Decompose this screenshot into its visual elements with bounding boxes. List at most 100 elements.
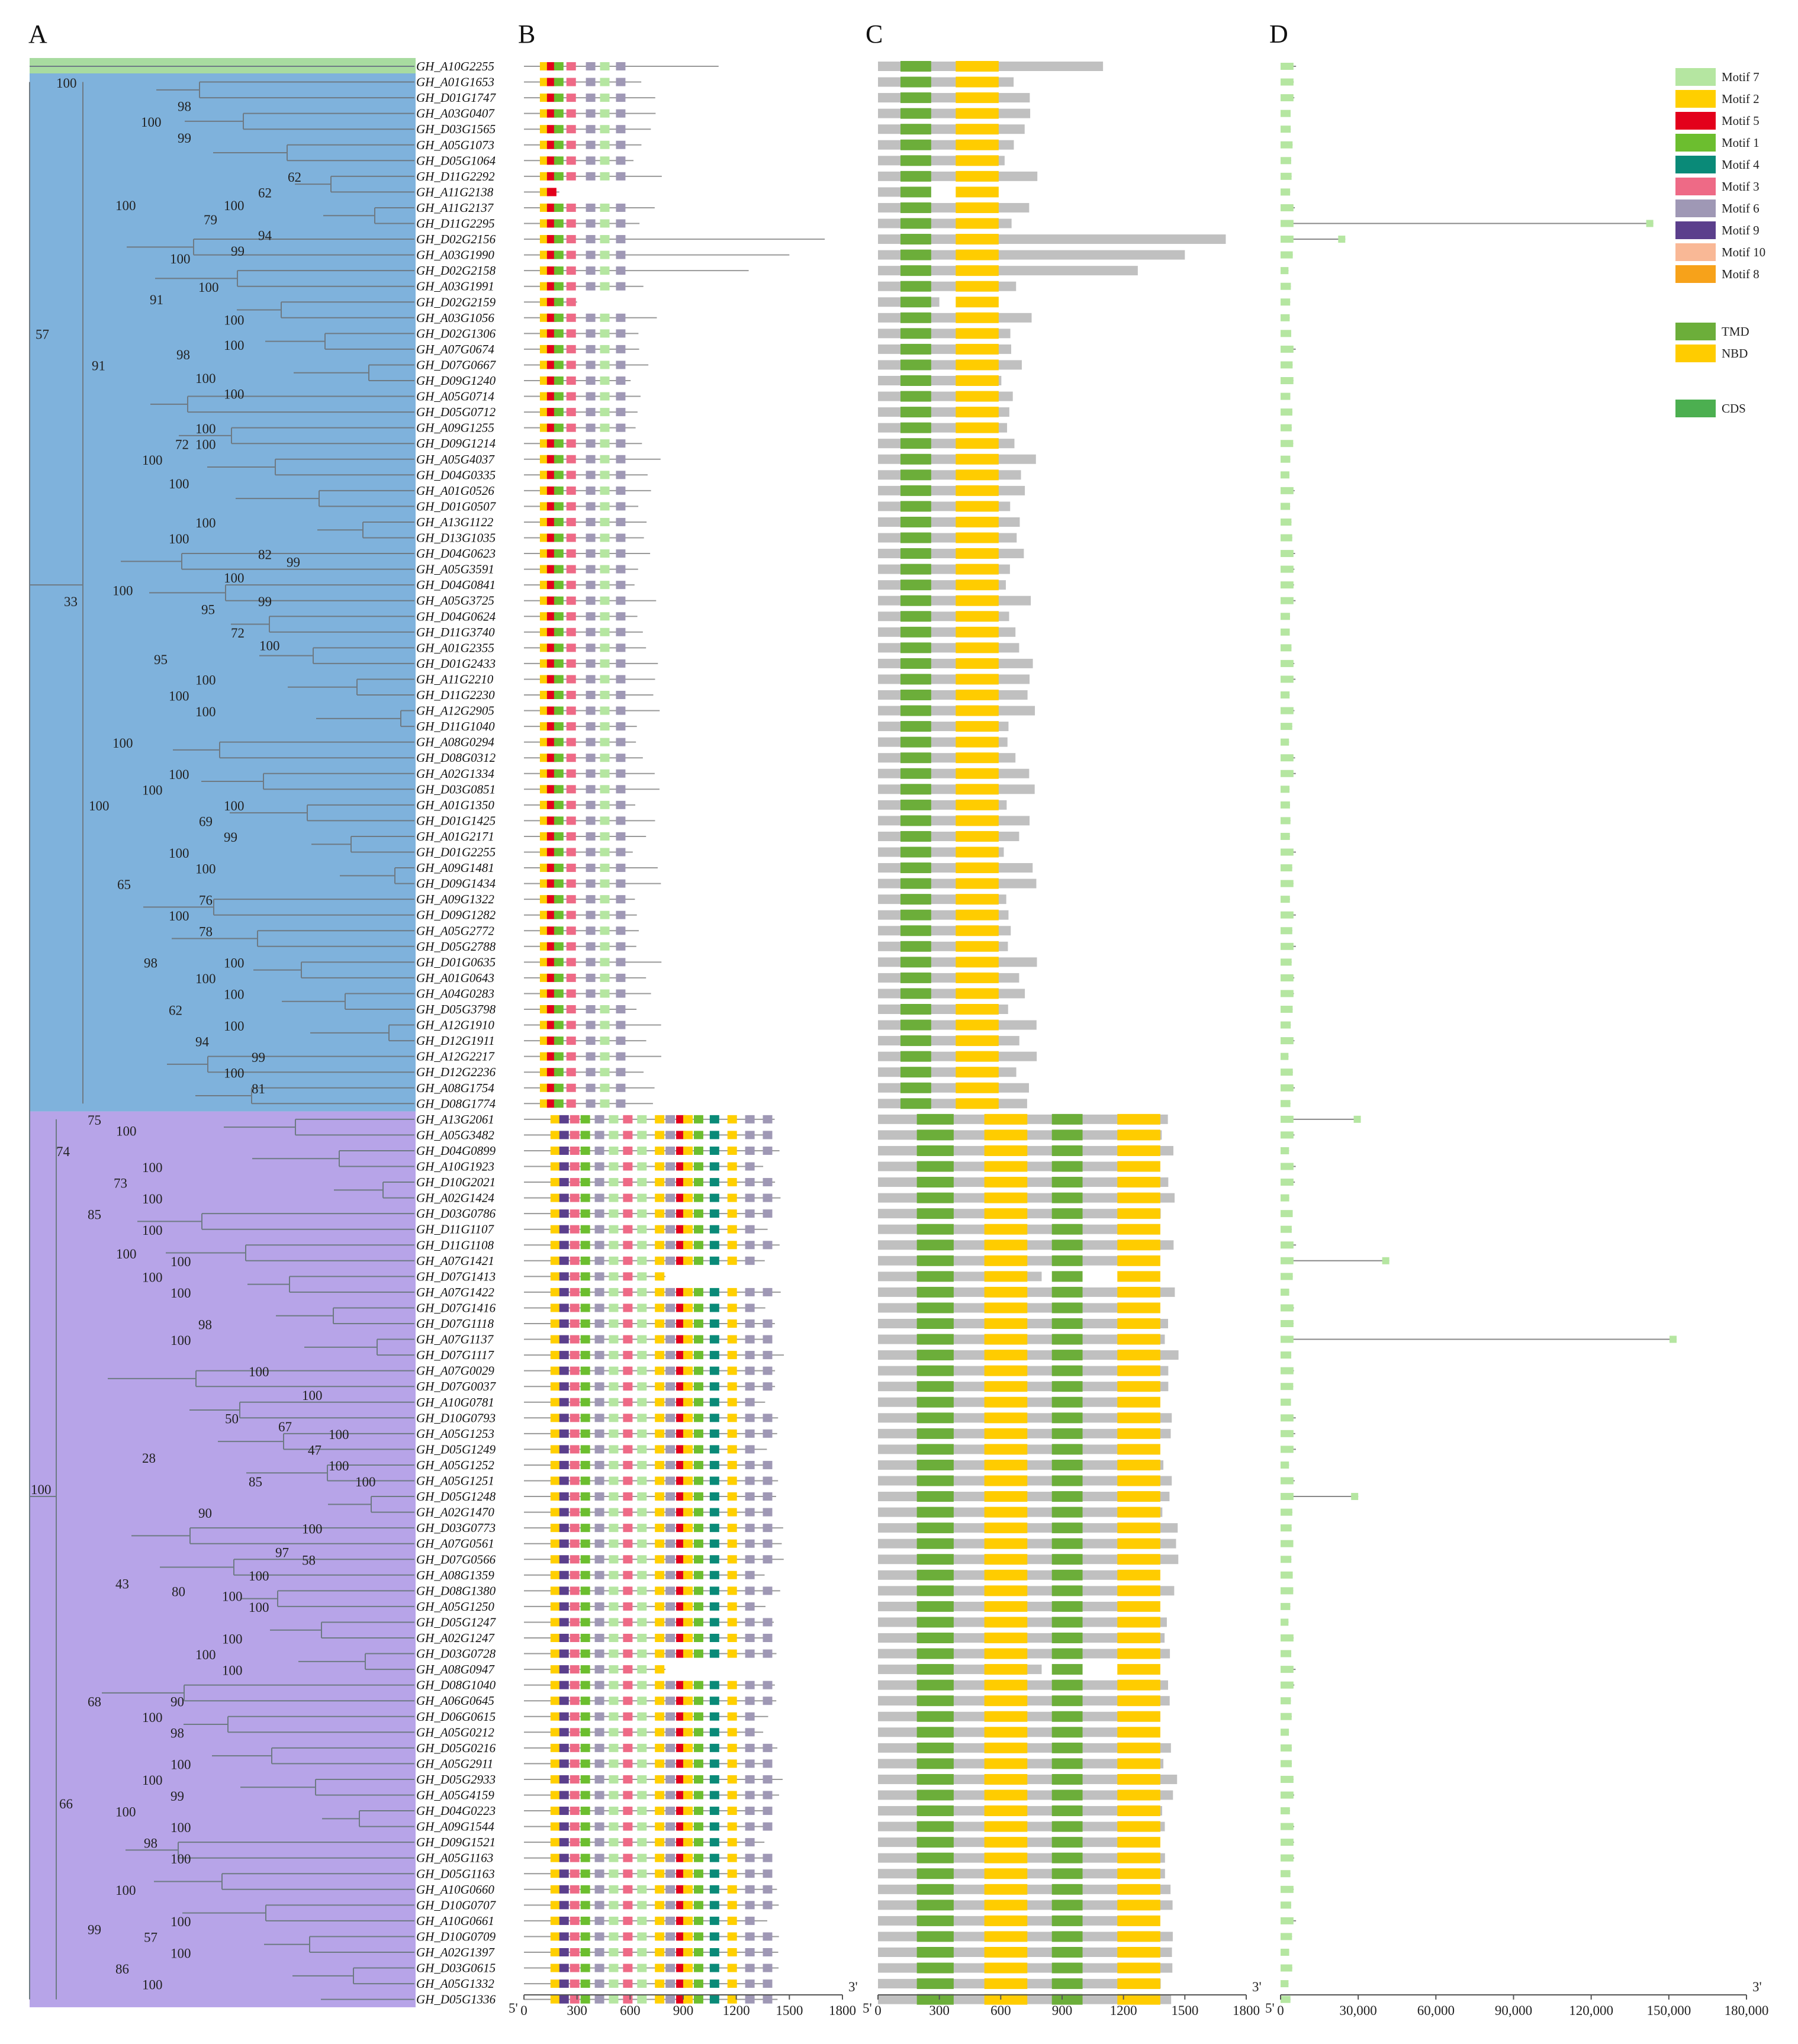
motif-box (665, 1634, 676, 1642)
bootstrap-value: 100 (224, 198, 245, 213)
gene-label: GH_A05G4159 (416, 1788, 494, 1802)
legend-label: Motif 3 (1722, 179, 1760, 194)
motif-box (683, 1728, 693, 1737)
bootstrap-value: 100 (169, 767, 189, 782)
gene-label: GH_D09G1240 (416, 374, 496, 388)
tmd-domain (900, 1004, 931, 1015)
motif-box (570, 1539, 580, 1548)
gene-label: GH_A04G0283 (416, 986, 494, 1000)
bootstrap-value: 66 (59, 1797, 73, 1811)
exon-box (1281, 1839, 1294, 1846)
motif-box (693, 1445, 703, 1454)
motif-box (655, 1995, 665, 2004)
bootstrap-value: 99 (178, 131, 191, 146)
motif-box (586, 376, 596, 385)
motif-box (693, 1995, 703, 2004)
motif-box (727, 1948, 737, 1956)
motif-box (600, 691, 610, 699)
exon-box (1281, 1885, 1294, 1893)
motif-box (609, 1209, 619, 1218)
tmd-domain (900, 1067, 931, 1078)
tmd-domain (1051, 1742, 1083, 1753)
tmd-domain (916, 1240, 954, 1251)
motif-box (586, 392, 596, 401)
motif-box (594, 1146, 604, 1155)
motif-box (745, 1287, 755, 1296)
motif-box (655, 1807, 665, 1816)
motif-box (559, 1287, 569, 1296)
motif-box (655, 1838, 665, 1847)
motif-box (554, 643, 564, 652)
tmd-domain (900, 1035, 931, 1047)
bootstrap-value: 67 (278, 1419, 292, 1434)
motif-box (566, 376, 576, 385)
motif-box (594, 1979, 604, 1988)
tmd-domain (916, 1994, 954, 2005)
motif-box (570, 1162, 580, 1171)
nbd-domain (984, 1334, 1028, 1345)
motif-box (550, 1963, 560, 1972)
tmd-domain (916, 1742, 954, 1753)
motif-box (709, 1853, 719, 1862)
motif-box (586, 910, 596, 919)
motif-box (570, 1728, 580, 1737)
motif-box (570, 1634, 580, 1642)
tmd-domain (900, 1098, 931, 1109)
motif-box (693, 1901, 703, 1910)
motif-box (550, 1586, 560, 1595)
motif-box (665, 1712, 676, 1721)
tmd-domain (1051, 1491, 1083, 1502)
gene-label: GH_A10G0661 (416, 1914, 494, 1928)
exon-box (1281, 1681, 1294, 1689)
motif-box (594, 1602, 604, 1611)
bootstrap-value: 98 (171, 1726, 184, 1741)
legend-swatch (1675, 345, 1716, 362)
motif-box (623, 1728, 633, 1737)
motif-box (763, 1524, 773, 1533)
motif-box (550, 1775, 560, 1784)
motif-box (745, 1115, 755, 1124)
bootstrap-value: 100 (115, 1804, 136, 1819)
tmd-domain (1051, 1852, 1083, 1863)
gene-label: GH_A03G1990 (416, 248, 494, 262)
nbd-domain (984, 1129, 1028, 1141)
tmd-domain (916, 1664, 954, 1675)
motif-box (655, 1429, 665, 1438)
exon-box (1281, 1194, 1289, 1202)
motif-box (727, 1618, 737, 1627)
gene-label: GH_D05G0712 (416, 405, 496, 419)
motif-box (623, 1775, 633, 1784)
motif-box (566, 816, 576, 825)
motif-box (763, 1807, 773, 1816)
motif-box (709, 1382, 719, 1391)
bootstrap-value: 100 (56, 76, 77, 91)
motif-box (623, 1115, 633, 1124)
tmd-domain (916, 1585, 954, 1596)
motif-box (763, 1429, 773, 1438)
motif-box (586, 565, 596, 574)
motif-box (693, 1932, 703, 1941)
motif-box (566, 659, 576, 668)
tmd-domain (900, 988, 931, 999)
nbd-domain (956, 328, 999, 339)
motif-box (570, 1586, 580, 1595)
nbd-domain (984, 1978, 1028, 1990)
tmd-domain (916, 1475, 954, 1486)
motif-box (554, 942, 564, 951)
exon-box (1281, 455, 1291, 463)
exon-box (1281, 1163, 1294, 1170)
bootstrap-value: 100 (142, 453, 163, 468)
motif-box (580, 1460, 590, 1469)
motif-box (586, 109, 596, 118)
nbd-domain (984, 1758, 1028, 1769)
bootstrap-value: 100 (249, 1364, 269, 1379)
motif-box (683, 1586, 693, 1595)
motif-box (559, 1822, 569, 1831)
motif-box (665, 1916, 676, 1925)
gene-label: GH_D03G0728 (416, 1647, 496, 1661)
exon-box (1281, 487, 1294, 494)
motif-box (665, 1492, 676, 1501)
motif-box (570, 1460, 580, 1469)
motif-box (580, 1743, 590, 1752)
nbd-domain (956, 957, 999, 968)
